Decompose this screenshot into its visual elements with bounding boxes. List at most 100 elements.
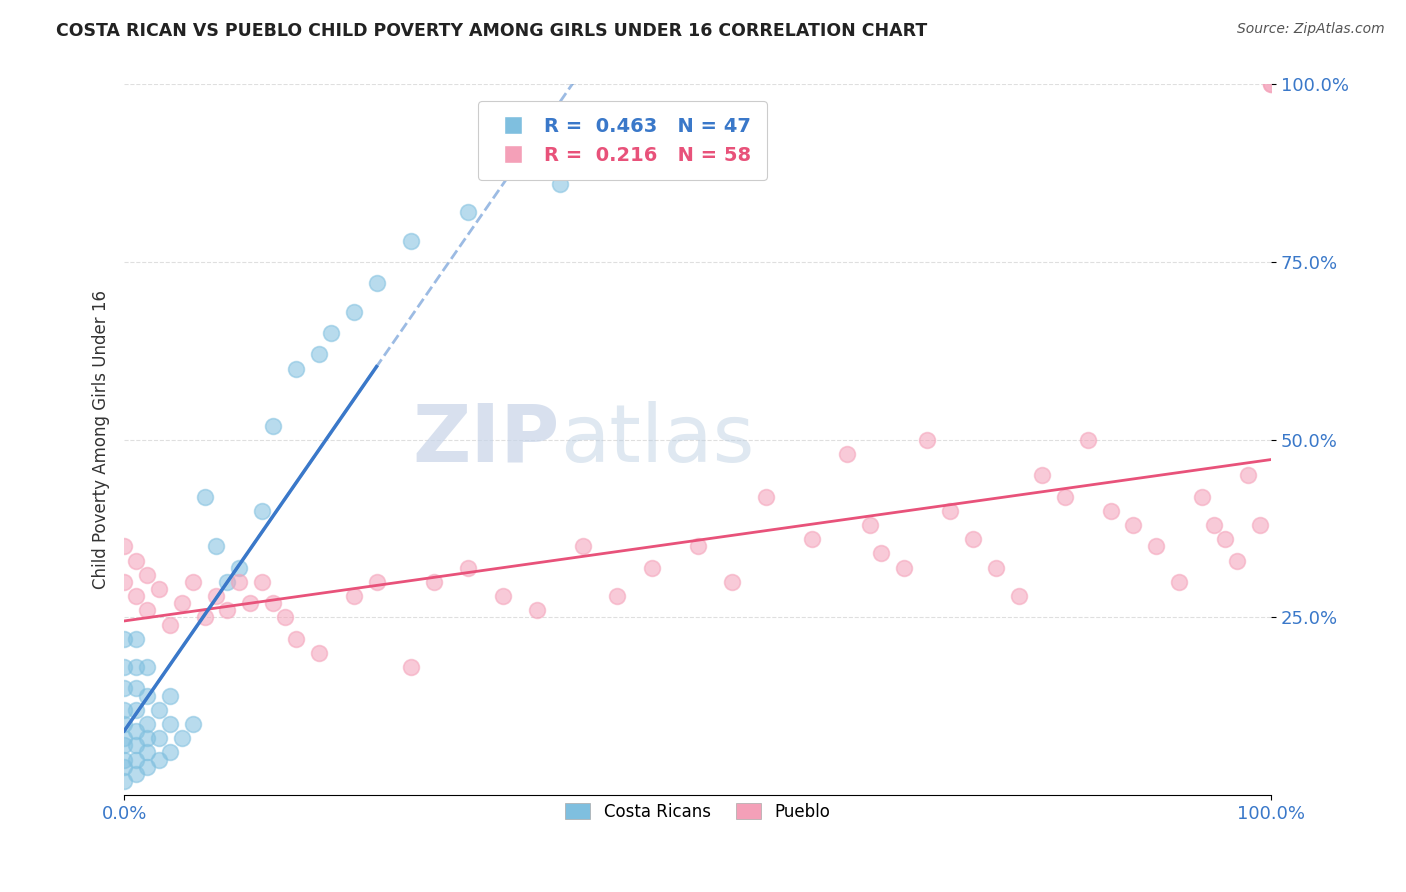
Point	[159, 717, 181, 731]
Point	[136, 603, 159, 617]
Point	[239, 596, 262, 610]
Point	[125, 703, 148, 717]
Point	[112, 703, 135, 717]
Point	[984, 560, 1007, 574]
Point	[1237, 468, 1260, 483]
Point	[721, 574, 744, 589]
Point	[112, 752, 135, 766]
Point	[686, 539, 709, 553]
Point	[148, 703, 170, 717]
Point	[859, 518, 882, 533]
Point	[1077, 433, 1099, 447]
Point	[125, 766, 148, 780]
Point	[217, 603, 239, 617]
Point	[262, 596, 284, 610]
Point	[217, 574, 239, 589]
Point	[170, 731, 193, 746]
Text: ZIP: ZIP	[413, 401, 560, 479]
Point	[112, 773, 135, 788]
Point	[125, 752, 148, 766]
Point	[423, 574, 446, 589]
Point	[492, 589, 515, 603]
Point	[112, 660, 135, 674]
Point	[136, 746, 159, 760]
Point	[193, 490, 215, 504]
Point	[606, 589, 628, 603]
Point	[112, 717, 135, 731]
Point	[136, 689, 159, 703]
Point	[285, 361, 308, 376]
Point	[250, 504, 273, 518]
Point	[366, 574, 388, 589]
Point	[228, 574, 250, 589]
Point	[112, 739, 135, 753]
Point	[136, 717, 159, 731]
Point	[159, 746, 181, 760]
Point	[205, 589, 228, 603]
Point	[915, 433, 938, 447]
Point	[801, 533, 824, 547]
Point	[112, 632, 135, 646]
Text: Source: ZipAtlas.com: Source: ZipAtlas.com	[1237, 22, 1385, 37]
Legend: Costa Ricans, Pueblo: Costa Ricans, Pueblo	[557, 795, 838, 830]
Point	[342, 589, 364, 603]
Point	[342, 305, 364, 319]
Point	[1168, 574, 1191, 589]
Point	[262, 418, 284, 433]
Point	[136, 660, 159, 674]
Point	[1144, 539, 1167, 553]
Point	[962, 533, 984, 547]
Point	[125, 681, 148, 696]
Point	[755, 490, 778, 504]
Point	[112, 759, 135, 773]
Point	[572, 539, 595, 553]
Point	[181, 717, 204, 731]
Point	[457, 560, 479, 574]
Point	[148, 731, 170, 746]
Point	[112, 539, 135, 553]
Point	[870, 546, 893, 560]
Point	[308, 646, 330, 660]
Point	[250, 574, 273, 589]
Point	[1260, 78, 1282, 92]
Point	[136, 567, 159, 582]
Point	[1226, 553, 1249, 567]
Point	[125, 660, 148, 674]
Point	[159, 689, 181, 703]
Point	[285, 632, 308, 646]
Point	[193, 610, 215, 624]
Point	[399, 660, 422, 674]
Point	[112, 574, 135, 589]
Text: COSTA RICAN VS PUEBLO CHILD POVERTY AMONG GIRLS UNDER 16 CORRELATION CHART: COSTA RICAN VS PUEBLO CHILD POVERTY AMON…	[56, 22, 928, 40]
Point	[641, 560, 664, 574]
Point	[125, 724, 148, 739]
Point	[148, 582, 170, 596]
Point	[148, 752, 170, 766]
Point	[399, 234, 422, 248]
Point	[319, 326, 342, 340]
Point	[1008, 589, 1031, 603]
Point	[457, 205, 479, 219]
Point	[228, 560, 250, 574]
Point	[205, 539, 228, 553]
Point	[1213, 533, 1236, 547]
Point	[1260, 78, 1282, 92]
Point	[125, 589, 148, 603]
Point	[181, 574, 204, 589]
Point	[125, 553, 148, 567]
Point	[628, 162, 651, 177]
Point	[1191, 490, 1213, 504]
Point	[1122, 518, 1144, 533]
Point	[125, 632, 148, 646]
Point	[274, 610, 297, 624]
Y-axis label: Child Poverty Among Girls Under 16: Child Poverty Among Girls Under 16	[93, 290, 110, 590]
Point	[125, 739, 148, 753]
Point	[170, 596, 193, 610]
Point	[112, 681, 135, 696]
Point	[308, 347, 330, 361]
Point	[366, 277, 388, 291]
Point	[939, 504, 962, 518]
Point	[1249, 518, 1271, 533]
Point	[1031, 468, 1053, 483]
Point	[1202, 518, 1225, 533]
